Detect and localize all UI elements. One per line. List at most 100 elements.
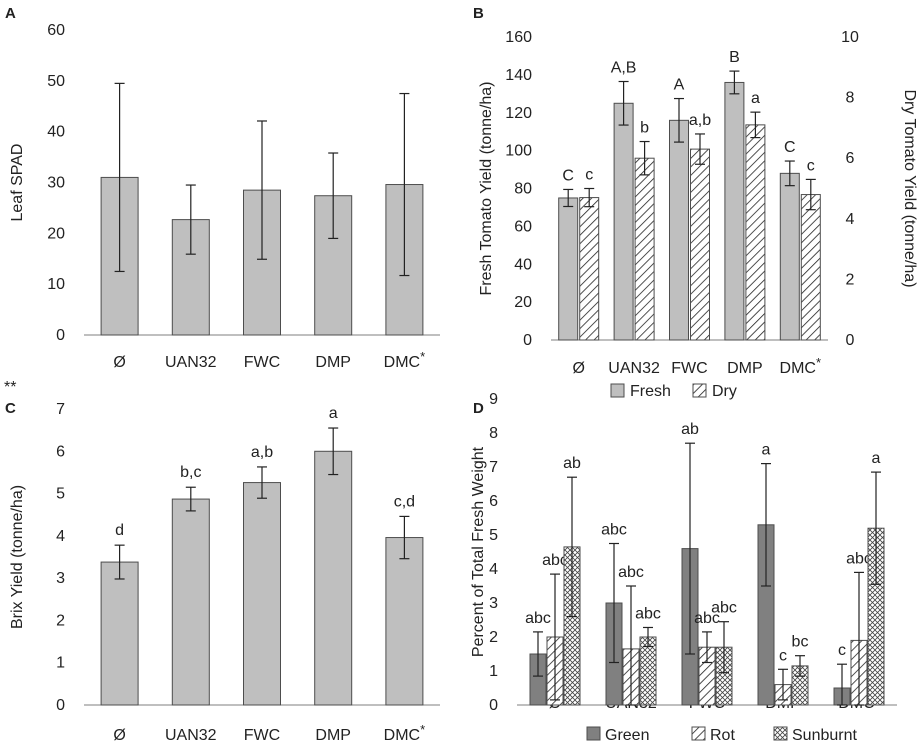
significance-label-d-rot-3: c <box>779 647 787 664</box>
y-tick-label-c-4: 4 <box>56 528 65 545</box>
significance-label-b-fresh-3: B <box>729 49 740 66</box>
category-label-a-3: DMP <box>315 354 351 371</box>
error-bar-c-0 <box>114 544 125 580</box>
significance-label-b-fresh-0: C <box>562 167 574 184</box>
category-label-b-1: UAN32 <box>608 360 660 377</box>
bar-b-dry-2 <box>690 148 710 341</box>
panel-letter-a: A <box>5 5 16 22</box>
bar-b-fresh-3 <box>724 81 745 341</box>
legend-label-rot: Rot <box>710 727 735 744</box>
significance-label-d-green-4: c <box>838 642 846 659</box>
bar-b-dry-4 <box>800 194 821 341</box>
legend-swatch-sunburnt <box>773 726 788 741</box>
bar-b-fresh-4 <box>779 172 800 341</box>
bar-c-3 <box>314 450 353 706</box>
y-tick-label-b-6: 120 <box>505 105 532 122</box>
y-tick-label-c-1: 1 <box>56 655 65 672</box>
y-tick-label-b-7: 140 <box>505 67 532 84</box>
legend-swatch-green <box>586 726 601 741</box>
y-right-tick-label-b-4: 8 <box>846 90 855 107</box>
y-right-tick-label-b-0: 0 <box>846 332 855 349</box>
y-tick-label-d-6: 6 <box>489 493 498 510</box>
error-bar-c-2 <box>257 466 267 499</box>
significance-label-d-rot-4: abc <box>846 550 872 567</box>
significance-label-b-fresh-2: A <box>674 77 685 94</box>
footnote-marker: ** <box>4 379 16 396</box>
error-bar-a-2 <box>257 120 267 260</box>
error-bar-d-rot-4 <box>854 571 864 706</box>
y-tick-label-d-9: 9 <box>489 391 498 408</box>
legend-label-sunburnt: Sunburnt <box>792 727 857 744</box>
bar-c-4 <box>385 537 424 706</box>
error-bar-d-sunburnt-1 <box>643 626 653 648</box>
error-bar-b-fresh-4 <box>784 160 795 187</box>
panel-letter-d: D <box>473 400 484 417</box>
y-tick-label-a-0: 0 <box>56 327 65 344</box>
error-bar-d-rot-1 <box>626 585 636 706</box>
y-tick-label-d-8: 8 <box>489 425 498 442</box>
legend-swatch-fresh <box>610 383 625 398</box>
significance-label-c-0: d <box>115 522 124 539</box>
category-label-a-1: UAN32 <box>165 354 217 371</box>
legend-label-green: Green <box>605 727 649 744</box>
significance-label-d-sunburnt-2: abc <box>711 600 737 617</box>
y-right-axis-title-b: Dry Tomato Yield (tonne/ha) <box>901 89 918 287</box>
error-bar-d-rot-0 <box>550 573 560 701</box>
error-bar-d-green-2 <box>685 442 695 655</box>
y-tick-label-b-8: 160 <box>505 29 532 46</box>
y-tick-label-d-2: 2 <box>489 629 498 646</box>
y-right-tick-label-b-3: 6 <box>846 150 855 167</box>
y-tick-label-a-3: 30 <box>47 175 65 192</box>
error-bar-d-green-1 <box>609 542 619 664</box>
significance-label-d-green-2: ab <box>681 421 699 438</box>
bar-c-1 <box>171 498 210 706</box>
bar-c-0 <box>100 561 139 706</box>
error-bar-c-1 <box>185 486 196 512</box>
significance-label-d-rot-2: abc <box>694 610 720 627</box>
y-tick-label-a-6: 60 <box>47 22 65 39</box>
bar-d-sunburnt-1 <box>639 636 657 706</box>
legend-swatch-dry <box>692 383 707 398</box>
category-label-c-2: FWC <box>244 727 280 744</box>
y-tick-label-d-1: 1 <box>489 663 498 680</box>
error-bar-b-dry-0 <box>584 187 595 208</box>
y-tick-label-c-0: 0 <box>56 697 65 714</box>
bar-b-fresh-0 <box>558 197 579 341</box>
significance-label-d-sunburnt-3: bc <box>792 634 809 651</box>
y-tick-label-b-5: 100 <box>505 143 532 160</box>
y-right-tick-label-b-5: 10 <box>841 29 859 46</box>
y-tick-label-a-1: 10 <box>47 276 65 293</box>
bar-b-fresh-1 <box>613 102 634 341</box>
category-label-b-4: DMC* <box>780 355 822 377</box>
error-bar-b-fresh-2 <box>674 97 684 143</box>
y-tick-label-c-7: 7 <box>56 401 65 418</box>
error-bar-d-rot-2 <box>702 631 712 664</box>
significance-label-d-sunburnt-0: ab <box>563 455 581 472</box>
significance-label-d-sunburnt-4: a <box>872 450 881 467</box>
error-bar-a-0 <box>114 82 125 273</box>
significance-label-d-sunburnt-1: abc <box>635 605 661 622</box>
error-bar-d-green-3 <box>761 463 771 587</box>
category-label-a-0: Ø <box>113 354 125 371</box>
significance-label-d-green-3: a <box>762 442 771 459</box>
error-bar-b-dry-1 <box>639 140 650 176</box>
category-label-b-3: DMP <box>727 360 763 377</box>
y-axis-title-b: Fresh Tomato Yield (tonne/ha) <box>478 81 495 295</box>
y-tick-label-c-2: 2 <box>56 612 65 629</box>
y-tick-label-d-5: 5 <box>489 527 498 544</box>
legend-swatch-rot <box>691 726 706 741</box>
category-label-a-2: FWC <box>244 354 280 371</box>
bar-b-dry-1 <box>634 157 655 341</box>
y-tick-label-b-3: 60 <box>514 218 532 235</box>
category-label-a-4: DMC* <box>384 349 426 371</box>
bar-b-dry-3 <box>745 124 766 341</box>
significance-label-b-fresh-4: C <box>784 139 796 156</box>
y-tick-label-b-4: 80 <box>514 181 532 198</box>
error-bar-d-green-0 <box>533 631 543 677</box>
bar-b-dry-0 <box>579 197 600 341</box>
y-tick-label-c-5: 5 <box>56 486 65 503</box>
y-axis-title-a: Leaf SPAD <box>9 144 26 222</box>
y-tick-label-d-7: 7 <box>489 459 498 476</box>
legend-label-dry: Dry <box>712 383 737 400</box>
